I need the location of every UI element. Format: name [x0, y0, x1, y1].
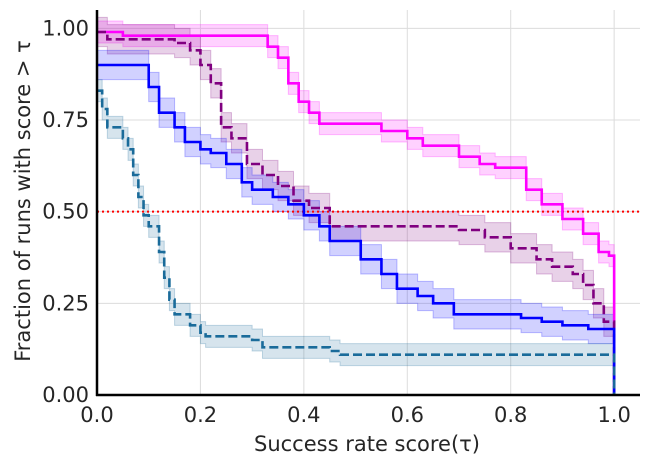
x-tick-label: 0.2 [184, 403, 217, 427]
series-line-3 [97, 63, 616, 395]
series-line-2 [97, 30, 616, 395]
x-tick-label: 0.8 [494, 403, 527, 427]
x-tick-label: 1.0 [597, 403, 630, 427]
x-tick-label: 0.6 [391, 403, 424, 427]
y-tick-label: 0.75 [42, 108, 89, 132]
confidence-bands [96, 16, 615, 395]
x-tick-label: 0.4 [287, 403, 320, 427]
y-tick-label: 1.00 [42, 16, 89, 40]
series-lines [97, 30, 616, 395]
confidence-band-3 [96, 49, 615, 395]
series-line-1 [97, 30, 616, 395]
x-tick-label: 0.0 [80, 403, 113, 427]
confidence-band-1 [96, 20, 615, 395]
y-axis-label: Fraction of runs with score > τ [11, 40, 35, 362]
tick-labels: 0.0 0.2 0.4 0.6 0.8 1.0 0.00 0.25 0.50 0.75 1.00 [42, 16, 631, 427]
y-tick-label: 0.00 [42, 383, 89, 407]
axes [95, 10, 640, 397]
confidence-band-2 [96, 16, 615, 395]
series-line-4 [97, 89, 616, 395]
y-tick-label: 0.25 [42, 291, 89, 315]
y-tick-label: 0.50 [42, 200, 89, 224]
x-axis-label: Success rate score(τ) [254, 432, 480, 456]
